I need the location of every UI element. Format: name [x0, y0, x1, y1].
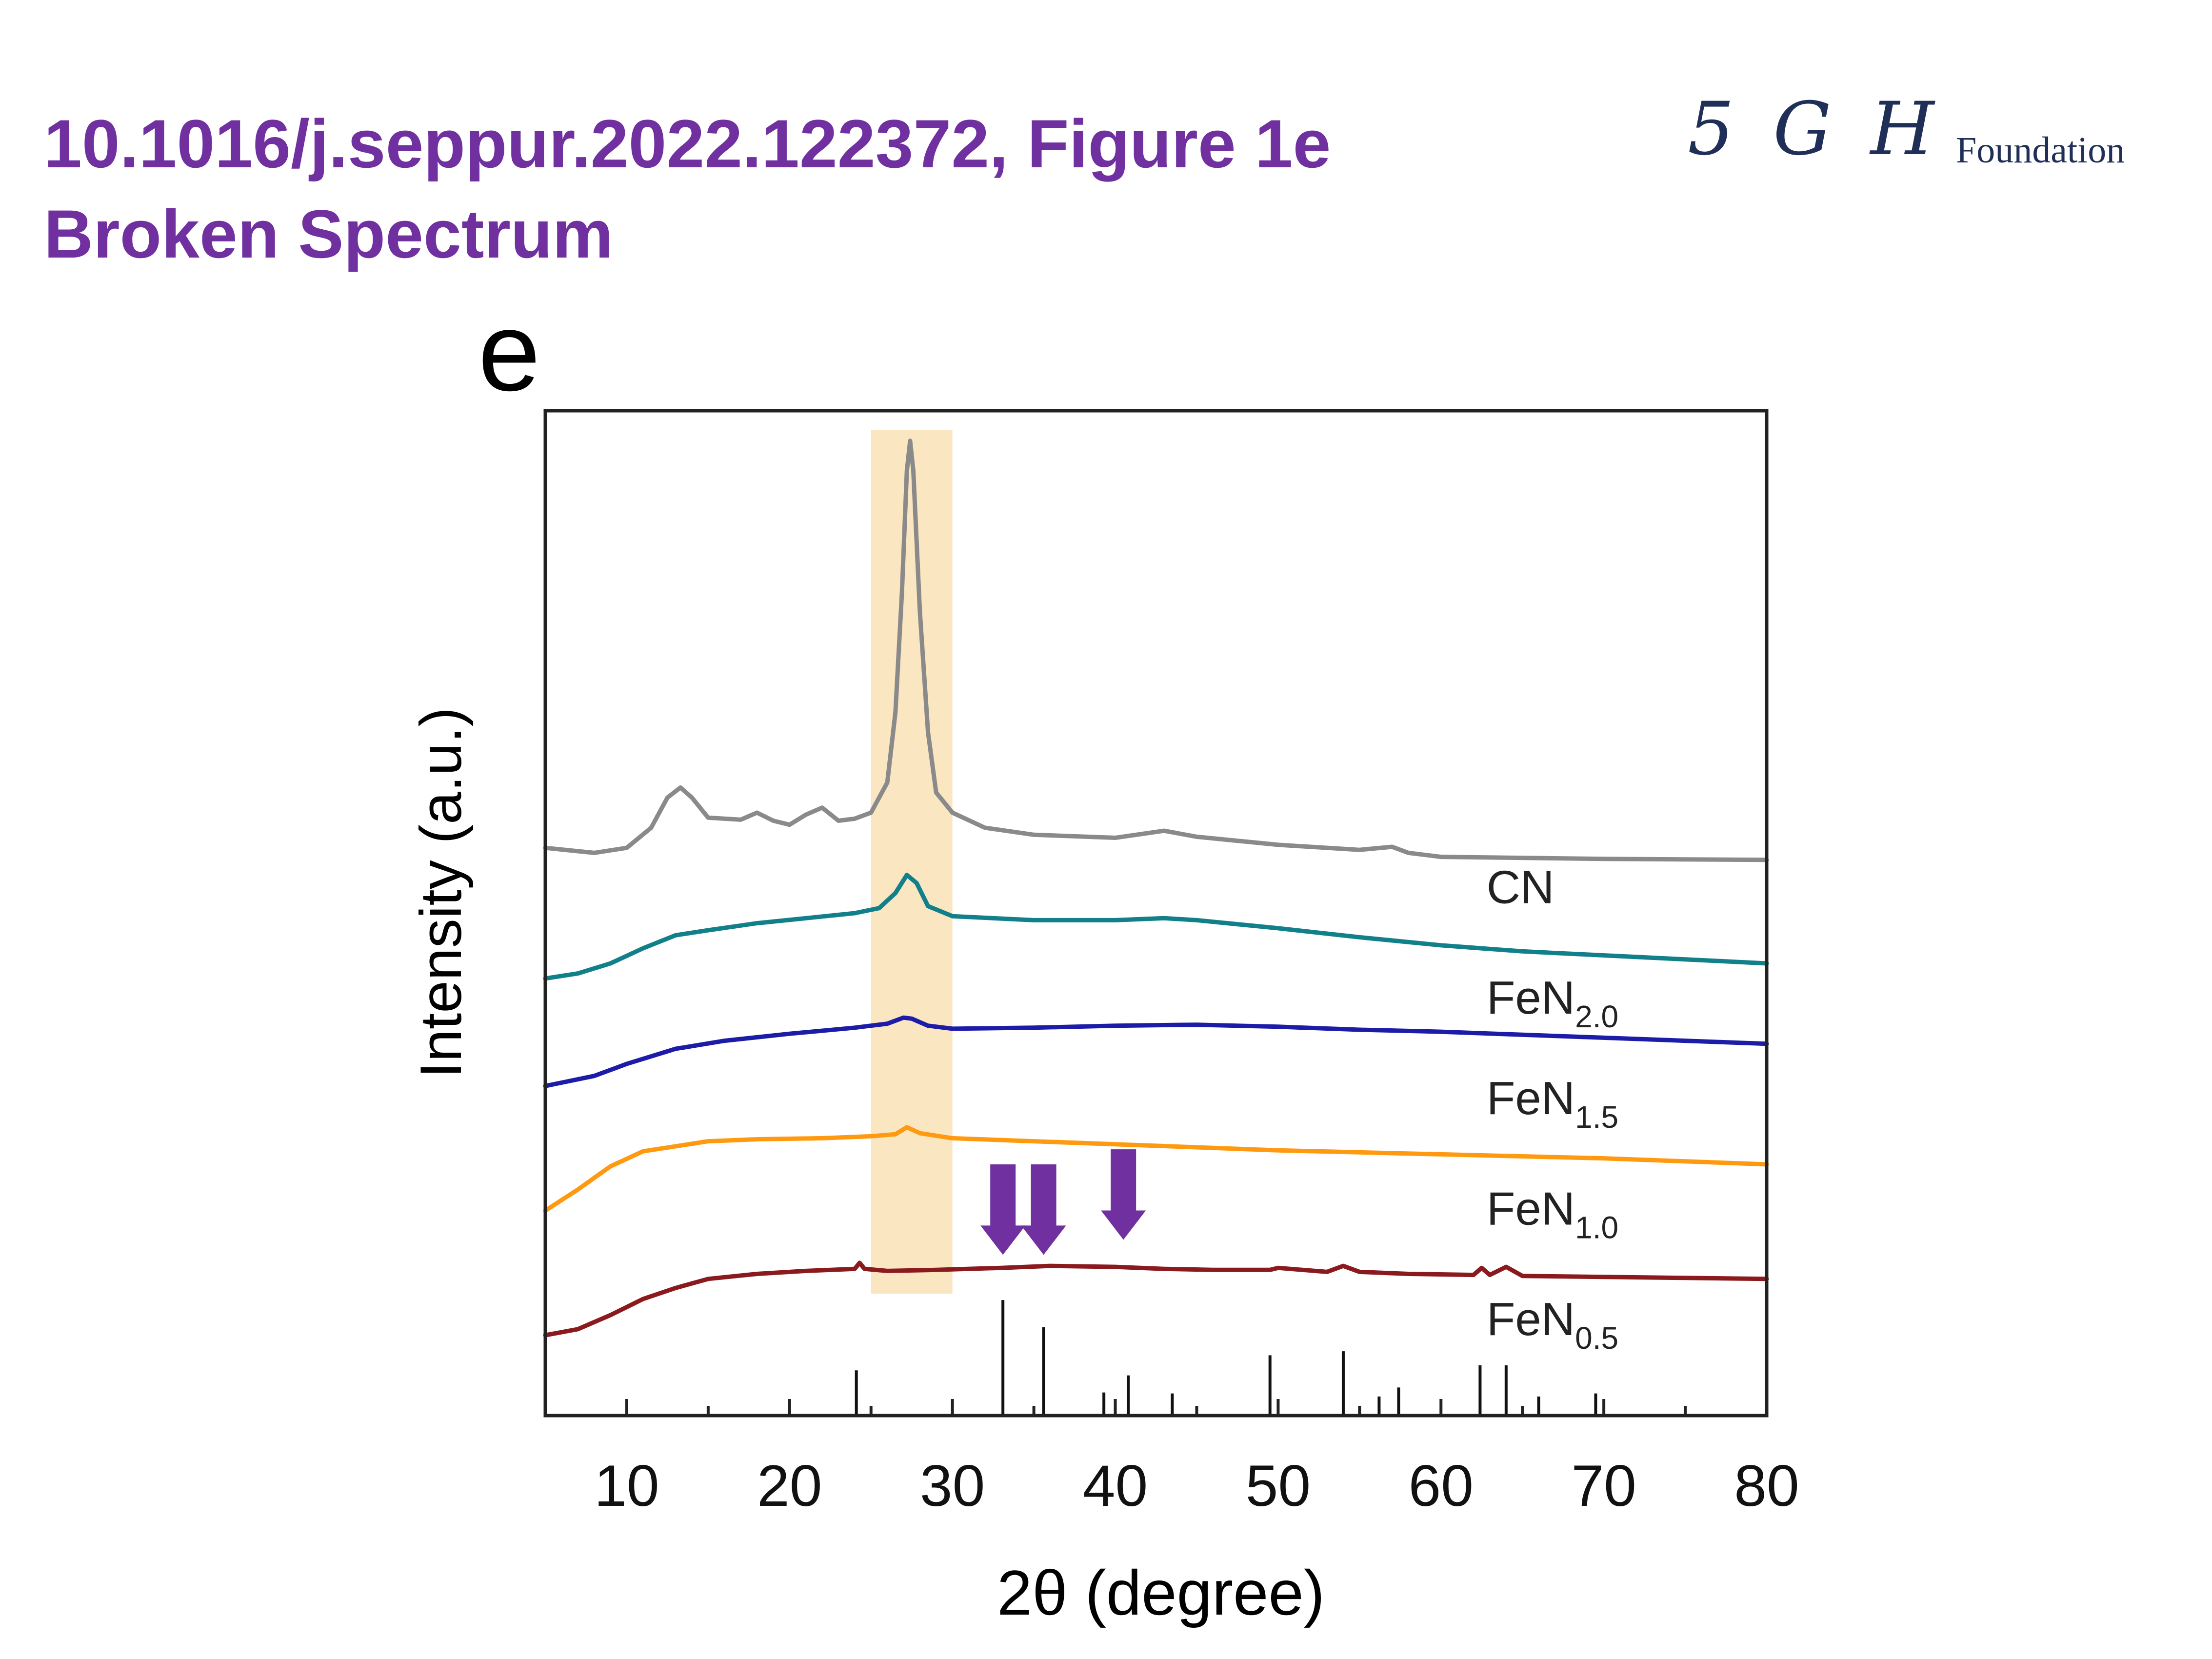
down-arrow-annotation	[1021, 1164, 1066, 1255]
series-label-subscript: 2.0	[1575, 999, 1618, 1034]
foundation-logo: 5 G H Foundation	[1688, 93, 2166, 190]
plot-area: CN FeN2.0 FeN1.5 FeN1.0 FeN0.5 10 20 30 40 50 60 70…	[543, 409, 1799, 1519]
logo-mark: 5 G H	[1688, 87, 1942, 172]
series-line-fen1-0	[543, 1125, 1769, 1213]
x-tick-label: 30	[920, 1453, 985, 1519]
series-label-subscript: 0.5	[1575, 1320, 1618, 1356]
series-label-fen1-0: FeN1.0	[1487, 1183, 1618, 1245]
down-arrow-annotation	[1101, 1149, 1146, 1240]
page-title: 10.1016/j.seppur.2022.122372, Figure 1e	[44, 105, 1331, 182]
x-axis-label: 2θ (degree)	[997, 1557, 1325, 1628]
series-label-cn: CN	[1487, 861, 1554, 913]
series-line-fen1-5	[543, 1015, 1769, 1088]
plot-frame	[543, 409, 1769, 1418]
logo-word: Foundation	[1956, 130, 2125, 171]
series-label-subscript: 1.0	[1575, 1210, 1618, 1245]
x-tick-label: 20	[757, 1453, 822, 1519]
series-line-cn	[543, 439, 1769, 862]
series-line-fen2-0	[543, 873, 1769, 981]
x-tick-label: 70	[1571, 1453, 1636, 1519]
x-tick-label: 80	[1734, 1453, 1799, 1519]
series-line-fen0-5	[543, 1260, 1769, 1338]
x-tick-label: 40	[1083, 1453, 1148, 1519]
x-tick-label: 50	[1246, 1453, 1311, 1519]
series-label-fen2-0: FeN2.0	[1487, 972, 1618, 1034]
page-subtitle: Broken Spectrum	[44, 196, 613, 272]
x-tick-label: 60	[1409, 1453, 1474, 1519]
x-tick-label: 10	[594, 1453, 659, 1519]
down-arrow-annotation	[980, 1164, 1026, 1255]
series-label-fen0-5: FeN0.5	[1487, 1293, 1618, 1356]
panel-label: e	[478, 289, 540, 414]
y-axis-label: Intensity (a.u.)	[408, 707, 474, 1078]
series-label-subscript: 1.5	[1575, 1099, 1618, 1135]
series-label-fen1-5: FeN1.5	[1487, 1072, 1618, 1135]
highlight-band	[871, 430, 953, 1294]
